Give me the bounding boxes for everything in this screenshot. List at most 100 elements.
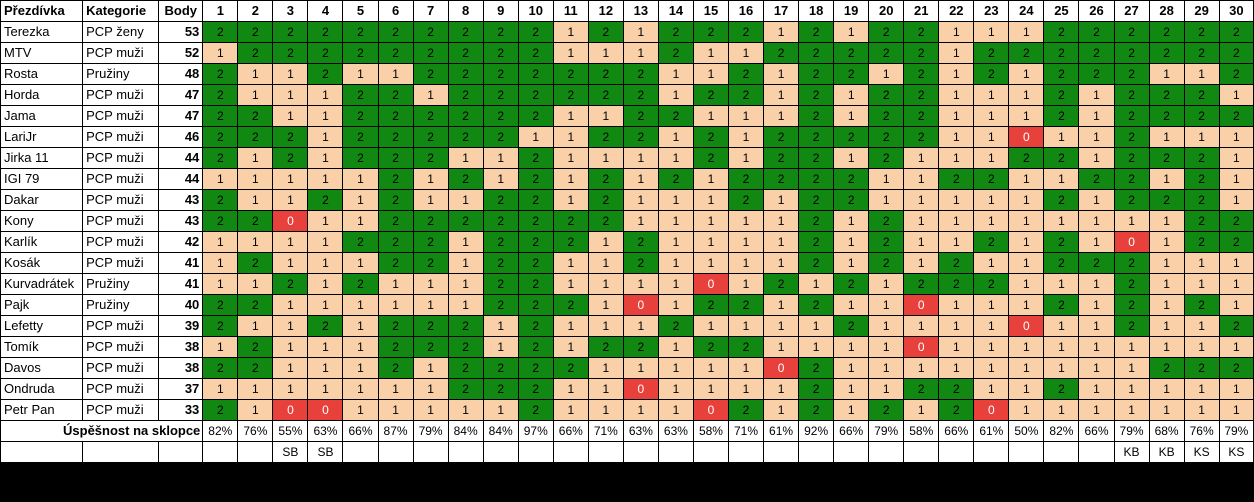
score-cell[interactable]: 2 <box>377 357 414 379</box>
score-cell[interactable]: 2 <box>798 105 835 127</box>
score-cell[interactable]: 1 <box>1148 63 1185 85</box>
score-cell[interactable]: 2 <box>868 147 905 169</box>
score-cell[interactable]: 2 <box>342 105 379 127</box>
success-rate-cell[interactable]: 82% <box>1043 420 1080 442</box>
score-cell[interactable]: 1 <box>692 105 730 127</box>
note-cell[interactable]: KS <box>1183 441 1220 463</box>
score-cell[interactable]: 1 <box>237 315 274 337</box>
score-cell[interactable]: 2 <box>657 105 694 127</box>
nickname-cell[interactable]: Kony <box>0 210 84 232</box>
score-cell[interactable]: 2 <box>763 168 800 190</box>
score-cell[interactable]: 2 <box>938 399 975 421</box>
score-cell[interactable]: 1 <box>938 357 975 379</box>
score-cell[interactable]: 2 <box>727 63 765 85</box>
score-cell[interactable]: 1 <box>1113 357 1150 379</box>
score-cell[interactable]: 2 <box>727 84 765 106</box>
score-cell[interactable]: 2 <box>1183 147 1220 169</box>
note-cell[interactable] <box>412 441 449 463</box>
score-cell[interactable]: 2 <box>202 105 239 127</box>
score-cell[interactable]: 1 <box>833 357 870 379</box>
score-cell[interactable]: 1 <box>763 399 800 421</box>
score-cell[interactable]: 1 <box>868 357 905 379</box>
score-cell[interactable]: 1 <box>447 231 484 253</box>
score-cell[interactable]: 2 <box>237 210 274 232</box>
score-cell[interactable]: 2 <box>798 84 835 106</box>
score-cell[interactable]: 1 <box>692 378 730 400</box>
score-cell[interactable]: 1 <box>657 336 694 358</box>
score-cell[interactable]: 1 <box>622 315 659 337</box>
score-cell[interactable]: 2 <box>517 105 554 127</box>
score-cell[interactable]: 2 <box>1183 42 1220 64</box>
points-cell[interactable]: 42 <box>158 231 204 253</box>
score-cell[interactable]: 2 <box>447 105 484 127</box>
score-cell[interactable]: 1 <box>587 42 624 64</box>
score-cell[interactable]: 1 <box>763 63 800 85</box>
score-cell[interactable]: 2 <box>1218 105 1254 127</box>
nickname-cell[interactable]: MTV <box>0 42 84 64</box>
score-cell[interactable]: 2 <box>903 378 940 400</box>
score-cell[interactable]: 1 <box>727 42 765 64</box>
score-cell[interactable]: 0 <box>692 273 730 295</box>
score-cell[interactable]: 1 <box>412 378 449 400</box>
score-cell[interactable]: 2 <box>482 210 519 232</box>
score-cell[interactable]: 1 <box>307 357 344 379</box>
score-cell[interactable]: 1 <box>517 126 554 148</box>
points-cell[interactable]: 48 <box>158 63 204 85</box>
score-cell[interactable]: 1 <box>763 315 800 337</box>
score-cell[interactable]: 2 <box>798 189 835 211</box>
score-cell[interactable]: 2 <box>1043 21 1080 43</box>
score-cell[interactable]: 1 <box>202 252 239 274</box>
column-header[interactable]: 4 <box>307 0 344 22</box>
score-cell[interactable]: 2 <box>272 147 309 169</box>
score-cell[interactable]: 1 <box>447 273 484 295</box>
category-cell[interactable]: PCP muži <box>82 336 160 358</box>
score-cell[interactable]: 2 <box>833 126 870 148</box>
score-cell[interactable]: 1 <box>1043 399 1080 421</box>
points-cell[interactable]: 41 <box>158 273 204 295</box>
score-cell[interactable]: 1 <box>237 378 274 400</box>
score-cell[interactable]: 2 <box>1043 84 1080 106</box>
score-cell[interactable]: 1 <box>412 357 449 379</box>
score-cell[interactable]: 2 <box>763 126 800 148</box>
score-cell[interactable]: 1 <box>1113 378 1150 400</box>
nickname-cell[interactable]: Davos <box>0 357 84 379</box>
points-cell[interactable]: 47 <box>158 105 204 127</box>
score-cell[interactable]: 2 <box>202 189 239 211</box>
score-cell[interactable]: 1 <box>1008 231 1045 253</box>
note-cell[interactable]: KB <box>1148 441 1185 463</box>
score-cell[interactable]: 2 <box>798 252 835 274</box>
score-cell[interactable]: 2 <box>692 21 730 43</box>
column-header[interactable]: 17 <box>763 0 800 22</box>
score-cell[interactable]: 1 <box>412 189 449 211</box>
column-header[interactable]: 19 <box>833 0 870 22</box>
score-cell[interactable]: 1 <box>763 189 800 211</box>
score-cell[interactable]: 1 <box>482 168 519 190</box>
score-cell[interactable]: 1 <box>1043 210 1080 232</box>
score-cell[interactable]: 2 <box>377 336 414 358</box>
score-cell[interactable]: 2 <box>1183 294 1220 316</box>
score-cell[interactable]: 1 <box>657 189 694 211</box>
score-cell[interactable]: 2 <box>517 231 554 253</box>
score-cell[interactable]: 1 <box>833 336 870 358</box>
score-cell[interactable]: 1 <box>868 336 905 358</box>
category-cell[interactable]: PCP muži <box>82 126 160 148</box>
score-cell[interactable]: 2 <box>1043 189 1080 211</box>
score-cell[interactable]: 1 <box>482 399 519 421</box>
score-cell[interactable]: 1 <box>237 84 274 106</box>
category-cell[interactable]: PCP ženy <box>82 21 160 43</box>
score-cell[interactable]: 2 <box>517 273 554 295</box>
score-cell[interactable]: 2 <box>1043 105 1080 127</box>
score-cell[interactable]: 2 <box>202 21 239 43</box>
score-cell[interactable]: 2 <box>482 105 519 127</box>
score-cell[interactable]: 1 <box>552 126 589 148</box>
score-cell[interactable]: 0 <box>622 294 659 316</box>
score-cell[interactable]: 1 <box>1218 147 1254 169</box>
score-cell[interactable]: 2 <box>973 63 1010 85</box>
score-cell[interactable]: 1 <box>307 84 344 106</box>
score-cell[interactable]: 1 <box>237 273 274 295</box>
score-cell[interactable]: 2 <box>517 84 554 106</box>
score-cell[interactable]: 1 <box>202 336 239 358</box>
score-cell[interactable]: 2 <box>412 21 449 43</box>
score-cell[interactable]: 2 <box>833 189 870 211</box>
nickname-cell[interactable]: Jirka 11 <box>0 147 84 169</box>
